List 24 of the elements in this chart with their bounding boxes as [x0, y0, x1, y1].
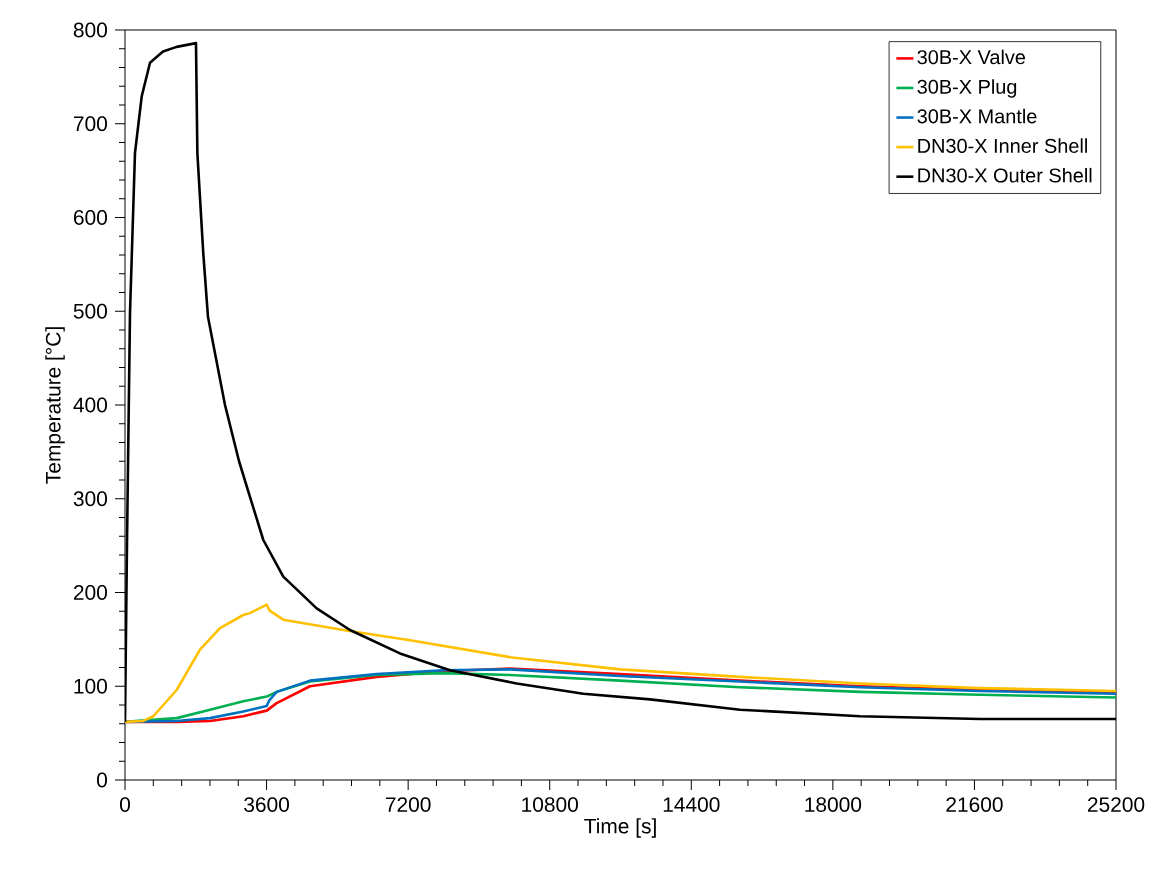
y-tick-label: 600 — [73, 210, 107, 225]
y-tick-label: 200 — [73, 585, 107, 600]
y-axis-title: Temperature [°C] — [45, 327, 65, 484]
y-tick-label: 700 — [74, 116, 107, 132]
y-tick-label: 400 — [73, 397, 107, 413]
legend-label: DN30-X Outer Shell — [918, 167, 1092, 183]
legend-label: 30B-X Mantle — [917, 108, 1037, 124]
x-axis-title: Time [s] — [584, 818, 656, 838]
y-tick-label: 300 — [73, 491, 107, 507]
legend-label: DN30-X Inner Shell — [918, 138, 1087, 153]
x-tick-label: 10800 — [522, 797, 578, 812]
x-tick-label: 18000 — [805, 797, 862, 812]
x-tick-label: 21600 — [946, 797, 1003, 812]
y-tick-label: 800 — [73, 22, 107, 38]
x-tick-label: 0 — [119, 797, 130, 812]
legend-label: 30B-X Valve — [917, 49, 1026, 65]
x-tick-label: 7200 — [385, 797, 431, 812]
y-tick-label: 100 — [74, 678, 107, 694]
x-tick-label: 14400 — [663, 797, 720, 812]
y-tick-label: 500 — [73, 303, 107, 319]
x-tick-label: 25200 — [1087, 797, 1145, 812]
legend-label: 30B-X Plug — [917, 79, 1017, 98]
x-tick-label: 3600 — [244, 797, 290, 812]
y-tick-label: 0 — [97, 772, 107, 788]
